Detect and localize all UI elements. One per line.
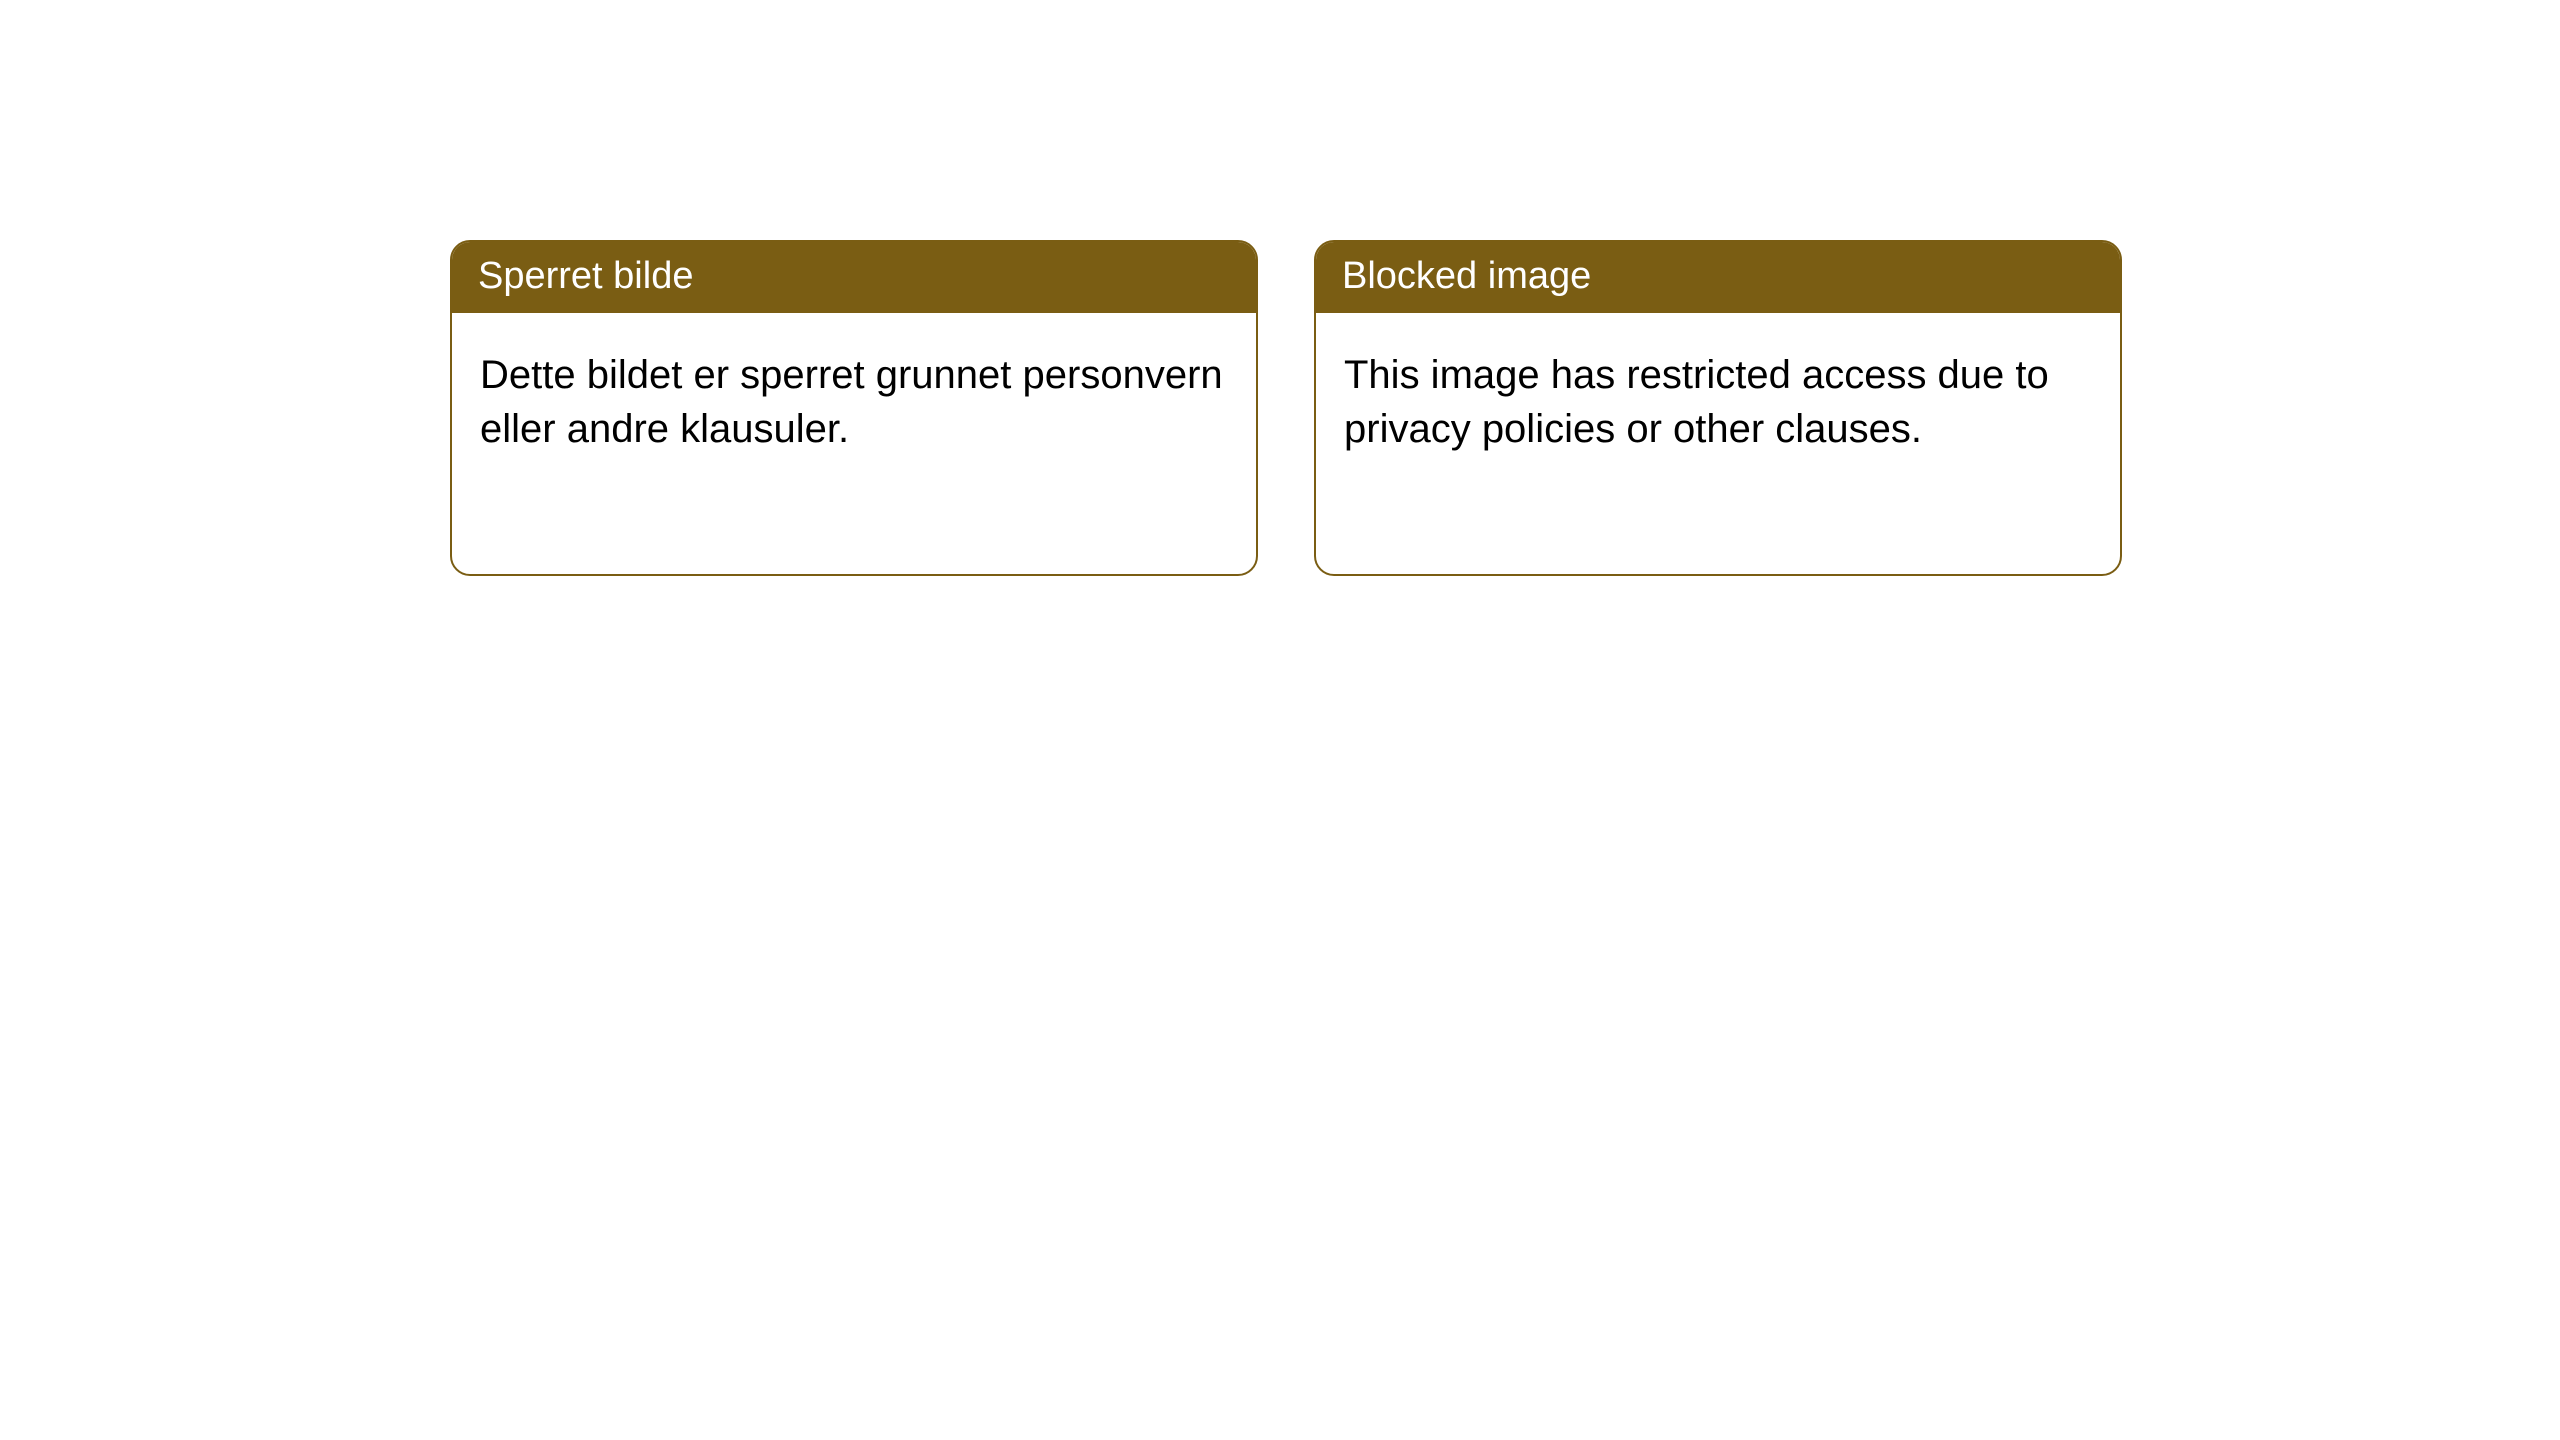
notice-container: Sperret bilde Dette bildet er sperret gr…: [0, 0, 2560, 576]
notice-body: Dette bildet er sperret grunnet personve…: [452, 313, 1256, 483]
notice-title: Sperret bilde: [452, 242, 1256, 313]
notice-title: Blocked image: [1316, 242, 2120, 313]
notice-card-english: Blocked image This image has restricted …: [1314, 240, 2122, 576]
notice-body: This image has restricted access due to …: [1316, 313, 2120, 483]
notice-card-norwegian: Sperret bilde Dette bildet er sperret gr…: [450, 240, 1258, 576]
